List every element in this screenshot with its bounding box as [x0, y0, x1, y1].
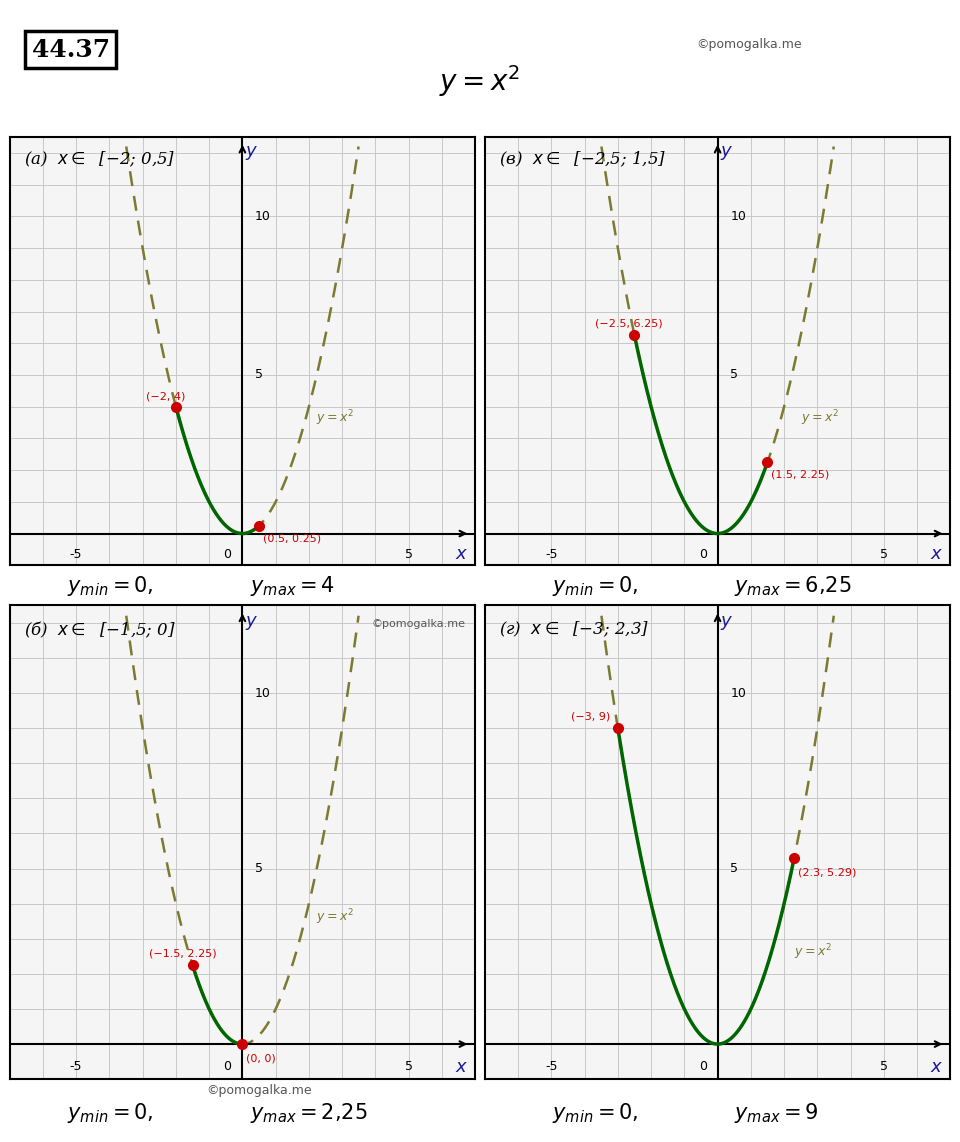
Text: $x$: $x$: [455, 545, 468, 563]
Text: -5: -5: [545, 548, 558, 561]
Text: 10: 10: [731, 686, 746, 700]
Text: (−3, 9): (−3, 9): [571, 711, 611, 721]
Text: $y = x^2$: $y = x^2$: [316, 907, 353, 927]
Text: (б)  $x \in$  [−1,5; 0]: (б) $x \in$ [−1,5; 0]: [24, 619, 176, 640]
Text: 5: 5: [880, 1061, 888, 1073]
Text: -5: -5: [70, 1061, 83, 1073]
Text: $y$: $y$: [720, 613, 733, 632]
Text: (2.3, 5.29): (2.3, 5.29): [798, 868, 856, 878]
Text: 5: 5: [405, 548, 413, 561]
Text: $y_{max} = 4$: $y_{max} = 4$: [250, 573, 335, 598]
Text: 5: 5: [255, 369, 263, 381]
Text: $y$: $y$: [245, 613, 258, 632]
Text: (г)  $x \in$  [−3; 2,3]: (г) $x \in$ [−3; 2,3]: [499, 619, 649, 638]
Text: $y_{max} = 6{,}25$: $y_{max} = 6{,}25$: [734, 573, 852, 598]
Text: 5: 5: [405, 1061, 413, 1073]
Text: $y_{min} = 0,$: $y_{min} = 0,$: [552, 1101, 638, 1126]
Text: 10: 10: [255, 210, 271, 223]
Text: (в)  $x \in$  [−2,5; 1,5]: (в) $x \in$ [−2,5; 1,5]: [499, 150, 666, 169]
Text: $y$: $y$: [720, 144, 733, 162]
Text: (1.5, 2.25): (1.5, 2.25): [772, 469, 829, 480]
Text: 10: 10: [731, 210, 746, 223]
Text: $x$: $x$: [930, 545, 944, 563]
Text: 10: 10: [255, 686, 271, 700]
Text: ©pomogalka.me: ©pomogalka.me: [206, 1084, 312, 1097]
Text: $y_{max} = 9$: $y_{max} = 9$: [734, 1101, 819, 1126]
Text: 0: 0: [699, 1061, 707, 1073]
Text: (−2, 4): (−2, 4): [146, 392, 185, 402]
Text: 5: 5: [255, 862, 263, 875]
Text: $x$: $x$: [455, 1057, 468, 1076]
Text: -5: -5: [70, 548, 83, 561]
Text: (−2.5, 6.25): (−2.5, 6.25): [594, 319, 662, 329]
Text: (0.5, 0.25): (0.5, 0.25): [263, 533, 322, 544]
Text: 0: 0: [699, 548, 707, 561]
Text: 5: 5: [731, 862, 738, 875]
Text: $y_{min} = 0,$: $y_{min} = 0,$: [67, 573, 154, 598]
Text: (а)  $x \in$  [−2; 0,5]: (а) $x \in$ [−2; 0,5]: [24, 150, 175, 169]
Text: $y = x^2$: $y = x^2$: [316, 409, 353, 428]
Text: $y_{min} = 0,$: $y_{min} = 0,$: [67, 1101, 154, 1126]
Text: 0: 0: [224, 1061, 231, 1073]
Text: 5: 5: [731, 369, 738, 381]
Text: $y$: $y$: [245, 144, 258, 162]
Text: $y_{min} = 0,$: $y_{min} = 0,$: [552, 573, 638, 598]
Text: 5: 5: [880, 548, 888, 561]
Text: $y_{max} = 2{,}25$: $y_{max} = 2{,}25$: [250, 1101, 367, 1126]
Text: -5: -5: [545, 1061, 558, 1073]
Text: 0: 0: [224, 548, 231, 561]
Text: (−1.5, 2.25): (−1.5, 2.25): [150, 948, 217, 958]
Text: $y = x^2$: $y = x^2$: [440, 63, 520, 98]
Text: ©pomogalka.me: ©pomogalka.me: [372, 619, 466, 629]
Text: 44.37: 44.37: [32, 38, 109, 62]
Text: ©pomogalka.me: ©pomogalka.me: [696, 38, 802, 50]
Text: $y = x^2$: $y = x^2$: [801, 409, 838, 428]
Text: (0, 0): (0, 0): [247, 1053, 276, 1063]
Text: $y = x^2$: $y = x^2$: [794, 942, 831, 962]
Text: $x$: $x$: [930, 1057, 944, 1076]
